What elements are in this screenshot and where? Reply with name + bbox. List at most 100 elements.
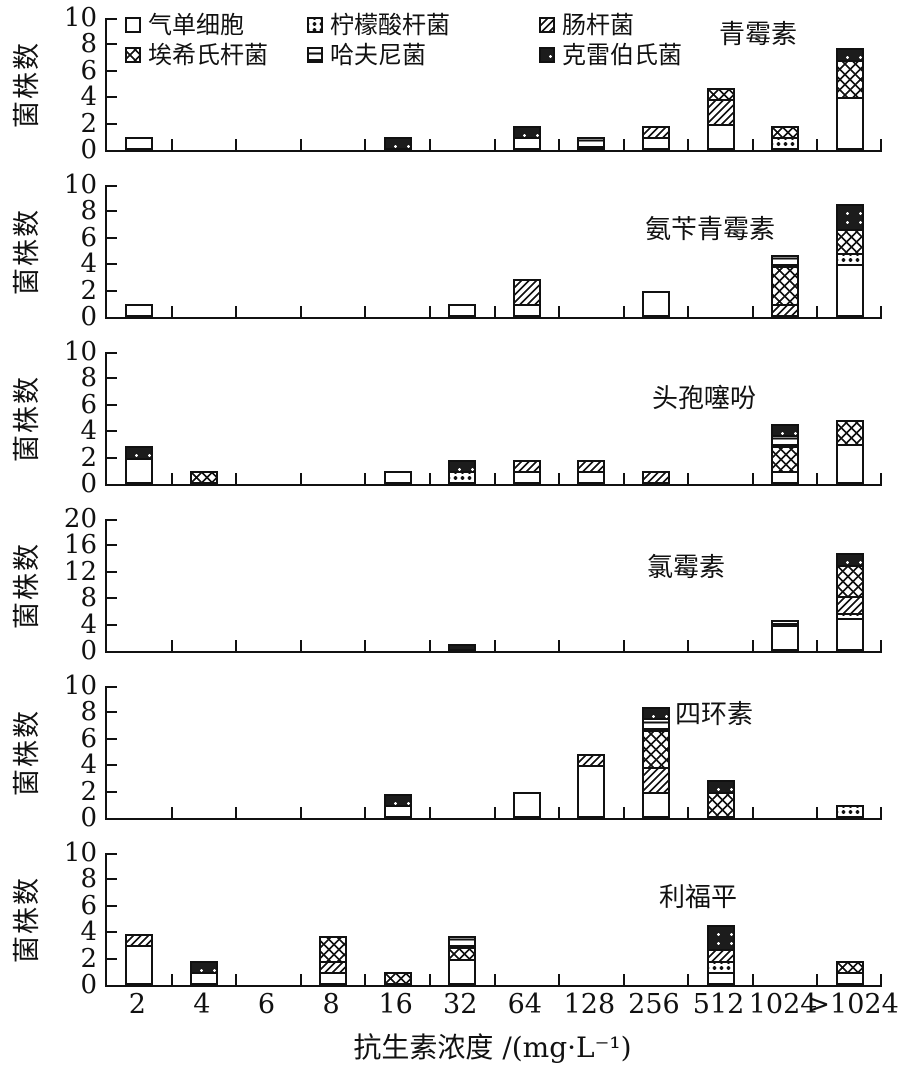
y-tick-label: 2 bbox=[80, 442, 97, 473]
y-tick-label: 0 bbox=[80, 135, 97, 165]
y-tick bbox=[107, 122, 117, 125]
bar-segment-cephalothin-16 bbox=[383, 470, 412, 484]
x-axis-title: 抗生素浓度 /(mg·L⁻¹) bbox=[353, 1031, 632, 1064]
y-tick bbox=[107, 597, 117, 600]
bar-segment-penicillin-1024 bbox=[771, 136, 800, 150]
bar-segment-ampicillin-gt1024 bbox=[835, 253, 864, 267]
y-tick-label: 4 bbox=[80, 609, 97, 640]
x-tick bbox=[622, 640, 625, 651]
bar-segment-chloramphenicol-gt1024 bbox=[835, 564, 864, 598]
x-tick bbox=[493, 473, 496, 484]
bar-segment-rifampin-16 bbox=[383, 971, 412, 985]
y-tick bbox=[107, 737, 117, 740]
bar-segment-rifampin-4 bbox=[189, 971, 218, 985]
x-tick-label-16: 16 bbox=[378, 989, 413, 1020]
x-tick bbox=[622, 974, 625, 985]
legend-label: 埃希氏杆菌 bbox=[148, 41, 268, 69]
bar-segment-ampicillin-64 bbox=[512, 303, 541, 317]
y-tick bbox=[107, 931, 117, 934]
x-tick bbox=[558, 139, 561, 150]
y-tick-label: 0 bbox=[80, 636, 97, 666]
panel-chloramphenicol: 菌株数 0 4 8 12 16 20 氯霉素 bbox=[12, 506, 882, 664]
bar-segment-rifampin-512 bbox=[706, 971, 735, 985]
legend-swatch-cross-hatch bbox=[125, 47, 141, 63]
bar-segment-ampicillin-32 bbox=[448, 303, 477, 317]
bar-segment-penicillin-512 bbox=[706, 123, 735, 150]
bar-segment-cephalothin-gt1024 bbox=[835, 444, 864, 484]
bar-segment-cephalothin-gt1024 bbox=[835, 420, 864, 447]
x-tick bbox=[558, 807, 561, 818]
x-tick bbox=[170, 306, 173, 317]
y-tick-label: 4 bbox=[80, 249, 97, 280]
y-tick bbox=[107, 210, 117, 213]
y-tick bbox=[107, 570, 117, 573]
x-tick-label-6: 6 bbox=[257, 989, 276, 1020]
bar-segment-ampicillin-gt1024 bbox=[835, 228, 864, 256]
x-tick bbox=[493, 640, 496, 651]
x-tick bbox=[816, 640, 819, 651]
legend-label: 哈夫尼菌 bbox=[330, 41, 426, 69]
x-tick bbox=[751, 306, 754, 317]
x-tick-label-2: 2 bbox=[128, 989, 146, 1020]
x-tick-label-32: 32 bbox=[443, 989, 478, 1020]
x-tick bbox=[816, 807, 819, 818]
y-tick bbox=[107, 878, 117, 881]
x-tick bbox=[751, 640, 754, 651]
x-tick bbox=[751, 807, 754, 818]
bar-chloramphenicol-1024 bbox=[771, 620, 800, 651]
x-tick bbox=[816, 974, 819, 985]
y-tick-label: 8 bbox=[80, 697, 97, 728]
y-tick bbox=[107, 352, 117, 354]
bar-segment-rifampin-8 bbox=[319, 936, 348, 963]
y-tick-label: 6 bbox=[80, 890, 97, 921]
x-tick bbox=[364, 139, 367, 150]
x-tick bbox=[428, 306, 431, 317]
y-tick-label: 8 bbox=[80, 363, 97, 394]
y-tick bbox=[107, 957, 117, 960]
bar-penicillin-512 bbox=[706, 88, 735, 150]
legend-item-black-dots: 柠檬酸杆菌 bbox=[307, 12, 450, 38]
x-tick bbox=[751, 974, 754, 985]
bar-segment-penicillin-2 bbox=[125, 136, 154, 150]
y-tick-label: 2 bbox=[80, 943, 97, 974]
bar-segment-penicillin-64 bbox=[512, 136, 541, 150]
x-tick bbox=[235, 974, 238, 985]
y-tick-label: 2 bbox=[80, 776, 97, 807]
x-tick bbox=[687, 139, 690, 150]
bar-segment-ampicillin-64 bbox=[512, 279, 541, 306]
x-tick bbox=[235, 139, 238, 150]
bar-segment-tetracycline-256 bbox=[641, 791, 670, 818]
y-tick bbox=[107, 289, 117, 292]
x-tick-label-256: 256 bbox=[628, 989, 680, 1020]
x-tick bbox=[299, 974, 302, 985]
y-tick bbox=[107, 43, 117, 46]
bar-penicillin-16 bbox=[383, 136, 412, 150]
bar-ampicillin-2 bbox=[125, 303, 154, 317]
bar-penicillin-gt1024 bbox=[835, 48, 864, 150]
y-tick-label: 10 bbox=[63, 3, 97, 33]
y-tick-label: 2 bbox=[80, 275, 97, 306]
bar-segment-penicillin-gt1024 bbox=[835, 48, 864, 62]
x-tick bbox=[687, 807, 690, 818]
legend-label: 气单细胞 bbox=[148, 11, 244, 39]
y-tick-label: 0 bbox=[80, 469, 97, 499]
panel-tetracycline: 菌株数 0 2 4 6 8 10 四环素 bbox=[12, 673, 882, 831]
x-tick bbox=[428, 473, 431, 484]
y-tick-label: 12 bbox=[63, 556, 97, 587]
y-tick bbox=[107, 18, 117, 20]
y-axis-title-ampicillin: 菌株数 bbox=[7, 185, 43, 317]
bar-ampicillin-1024 bbox=[771, 255, 800, 317]
x-tick bbox=[622, 306, 625, 317]
y-tick bbox=[107, 764, 117, 767]
bar-segment-tetracycline-16 bbox=[383, 804, 412, 818]
bar-segment-ampicillin-256 bbox=[641, 290, 670, 317]
bar-cephalothin-gt1024 bbox=[835, 420, 864, 484]
bar-segment-penicillin-16 bbox=[383, 136, 412, 150]
bar-segment-ampicillin-1024 bbox=[771, 303, 800, 317]
x-tick bbox=[558, 640, 561, 651]
y-tick-label: 20 bbox=[63, 504, 97, 534]
y-tick bbox=[107, 904, 117, 907]
y-tick-label: 6 bbox=[80, 723, 97, 754]
panel-title-rifampin: 利福平 bbox=[659, 883, 738, 913]
bar-segment-cephalothin-2 bbox=[125, 446, 154, 460]
